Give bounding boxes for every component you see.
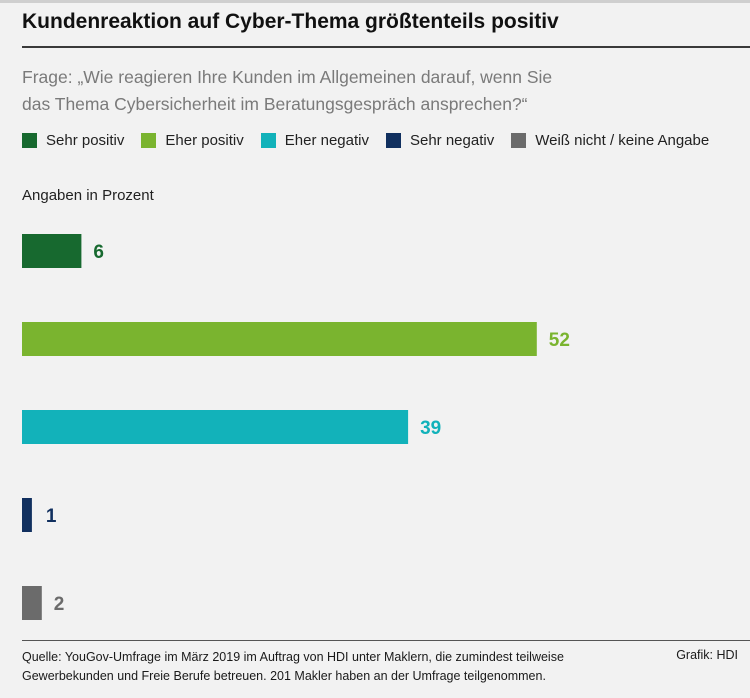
legend-label: Eher negativ (284, 132, 369, 149)
source-line-1: Quelle: YouGov-Umfrage im März 2019 im A… (22, 650, 564, 664)
unit-note: Angaben in Prozent (22, 187, 154, 204)
legend-swatch (385, 133, 401, 148)
legend-swatch (260, 133, 276, 148)
legend-item-sehr-negativ: Sehr negativ (385, 132, 495, 149)
bar-value-label-4: 1 (46, 506, 57, 527)
bar-value-label-1: 6 (93, 242, 104, 263)
title-divider (22, 46, 750, 48)
legend-item-weiss-nicht: Weiß nicht / keine Angabe (511, 132, 709, 149)
bar-value-label-2: 52 (549, 330, 570, 351)
bar-4 (22, 498, 32, 532)
legend-swatch (22, 133, 37, 148)
bar-5 (22, 586, 42, 620)
top-rule (0, 0, 750, 3)
legend-item-eher-negativ: Eher negativ (260, 132, 369, 149)
legend-swatch (141, 133, 157, 148)
survey-question: Frage: „Wie reagieren Ihre Kunden im All… (22, 64, 722, 118)
chart-title: Kundenreaktion auf Cyber-Thema größtente… (22, 10, 559, 33)
legend-label: Eher positiv (165, 132, 244, 149)
question-line-1: Frage: „Wie reagieren Ihre Kunden im All… (22, 67, 553, 87)
legend: Sehr positiv Eher positiv Eher negativ S… (22, 132, 709, 149)
legend-label: Weiß nicht / keine Angabe (535, 132, 710, 149)
bar-chart: 6 52 39 1 2 (22, 234, 570, 620)
source-line-2: Gewerbekunden und Freie Berufe betreuen.… (22, 669, 546, 683)
bar-2 (22, 322, 537, 356)
legend-item-eher-positiv: Eher positiv (141, 132, 244, 149)
bar-1 (22, 234, 82, 268)
question-line-2: das Thema Cybersicherheit im Beratungsge… (22, 94, 528, 114)
bar-3 (22, 410, 409, 444)
legend-item-sehr-positiv: Sehr positiv (22, 132, 124, 149)
legend-swatch (511, 133, 527, 148)
legend-label: Sehr positiv (46, 132, 125, 149)
bar-value-label-5: 2 (54, 594, 65, 615)
bar-value-label-3: 39 (420, 418, 441, 439)
source-note: Quelle: YouGov-Umfrage im März 2019 im A… (22, 648, 622, 686)
graphic-credit: Grafik: HDI (676, 648, 738, 662)
footer-divider (22, 640, 750, 641)
legend-label: Sehr negativ (409, 132, 495, 149)
